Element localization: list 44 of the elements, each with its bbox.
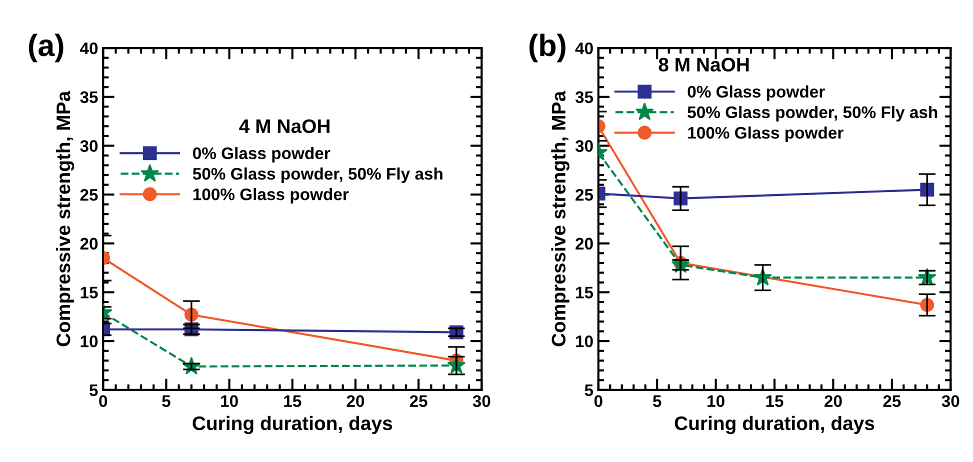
- text: 4 M NaOH: [239, 119, 330, 134]
- x-tick-label: 0: [594, 395, 602, 408]
- y-tick-label: 35: [575, 91, 594, 104]
- legend-label: 50% Glass powder, 50% Fly ash: [688, 106, 938, 122]
- x-tick-label: 5: [652, 395, 662, 408]
- x-tick-label: 5: [162, 395, 170, 408]
- y-tick-label: 20: [576, 238, 593, 250]
- y-tick-label: 30: [80, 140, 98, 152]
- x-tick-label: 15: [284, 395, 302, 408]
- y-tick-label: 15: [576, 286, 594, 298]
- y-tick-label: 5: [584, 384, 594, 396]
- chart-title: 8 M NaOH: [658, 58, 749, 72]
- x-tick-label: 30: [942, 395, 960, 408]
- x-tick-label: 25: [883, 395, 901, 408]
- y-tick-label: 35: [80, 91, 98, 104]
- x-tick-label: 15: [766, 395, 784, 408]
- x-tick-label: 20: [824, 395, 842, 408]
- legend-label: 100% Glass powder: [193, 188, 349, 204]
- x-tick-label: 20: [346, 395, 364, 408]
- x-axis-title: Curing duration, days: [674, 416, 874, 434]
- y-tick-label: 10: [80, 335, 98, 348]
- x-axis-title: Curing duration, days: [192, 416, 392, 434]
- y-tick-label: 20: [80, 238, 98, 250]
- y-tick-label: 15: [80, 286, 98, 298]
- legend-label: 50% Glass powder, 50% Fly ash: [192, 167, 442, 184]
- legend-label: 0% Glass powder: [688, 85, 825, 101]
- y-tick-label: 25: [80, 188, 98, 201]
- y-axis-title: Compressive strength, MPa: [56, 90, 74, 346]
- y-tick-label: 5: [90, 384, 98, 396]
- y-tick-label: 25: [576, 188, 594, 201]
- y-tick-label: 30: [575, 140, 593, 152]
- x-tick-label: 0: [99, 395, 108, 408]
- text: (b): [529, 34, 566, 62]
- x-tick-label: 25: [410, 395, 428, 408]
- text: (a): [28, 34, 64, 62]
- y-axis-title: Compressive strength, MPa: [551, 90, 570, 346]
- x-tick-label: 30: [472, 395, 490, 408]
- y-tick-label: 40: [575, 42, 593, 54]
- y-tick-label: 40: [80, 42, 98, 54]
- x-tick-label: 10: [708, 395, 724, 408]
- y-tick-label: 10: [576, 335, 593, 348]
- legend-label: 100% Glass powder: [688, 126, 844, 142]
- legend-label: 0% Glass powder: [193, 146, 330, 162]
- x-tick-label: 10: [221, 395, 238, 408]
